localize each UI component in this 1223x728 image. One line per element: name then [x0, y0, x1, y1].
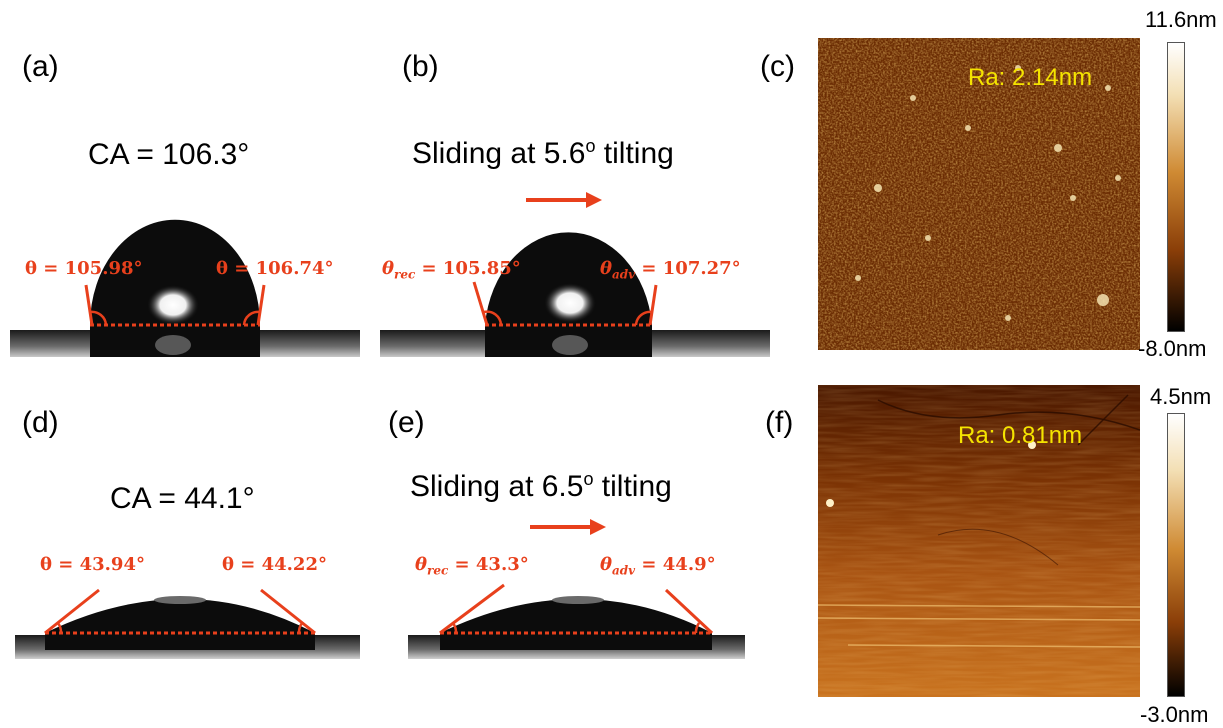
panel-b-label: (b) — [402, 50, 439, 83]
panel-d-caption: CA = 44.1° — [110, 482, 255, 515]
panel-a-right-angle: θ = 106.74° — [216, 258, 334, 279]
panel-e-right-angle: θadv = 44.9° — [600, 554, 716, 578]
panel-f-roughness: Ra: 0.81nm — [958, 422, 1083, 449]
panel-c-label: (c) — [760, 50, 795, 83]
droplet-image-d — [15, 588, 360, 659]
afm-image-f — [818, 385, 1140, 697]
panel-d-right-angle: θ = 44.22° — [222, 554, 327, 575]
panel-a-left-angle: θ = 105.98° — [25, 258, 143, 279]
droplet-image-a — [10, 219, 360, 357]
slide-direction-arrow-e — [530, 519, 606, 535]
panel-c-roughness: Ra: 2.14nm — [968, 64, 1093, 91]
panel-f-colorbar-min: -3.0nm — [1140, 702, 1209, 727]
panel-d-left-angle: θ = 43.94° — [40, 554, 145, 575]
panel-e-caption: Sliding at 6.5o tilting — [410, 469, 672, 503]
droplet-image-b — [380, 232, 770, 357]
panel-a-label: (a) — [22, 50, 59, 83]
panel-c-colorbar-max: 11.6nm — [1145, 7, 1217, 32]
panel-c-colorbar-min: -8.0nm — [1138, 336, 1207, 361]
panel-f-colorbar-max: 4.5nm — [1150, 384, 1212, 409]
panel-b-caption: Sliding at 5.6o tilting — [412, 136, 674, 170]
slide-direction-arrow-b — [526, 192, 602, 208]
colorbar-f — [1167, 413, 1185, 697]
panel-e-label: (e) — [388, 406, 425, 439]
panel-b-right-angle: θadv = 107.27° — [600, 258, 741, 282]
droplet-image-e — [408, 583, 745, 659]
colorbar-c — [1167, 42, 1185, 332]
afm-image-c — [818, 38, 1140, 350]
panel-a-caption: CA = 106.3° — [88, 138, 250, 171]
panel-d-label: (d) — [22, 406, 59, 439]
panel-e-left-angle: θrec = 43.3° — [415, 554, 529, 578]
panel-f-label: (f) — [765, 406, 794, 439]
panel-b-left-angle: θrec = 105.85° — [382, 258, 521, 282]
